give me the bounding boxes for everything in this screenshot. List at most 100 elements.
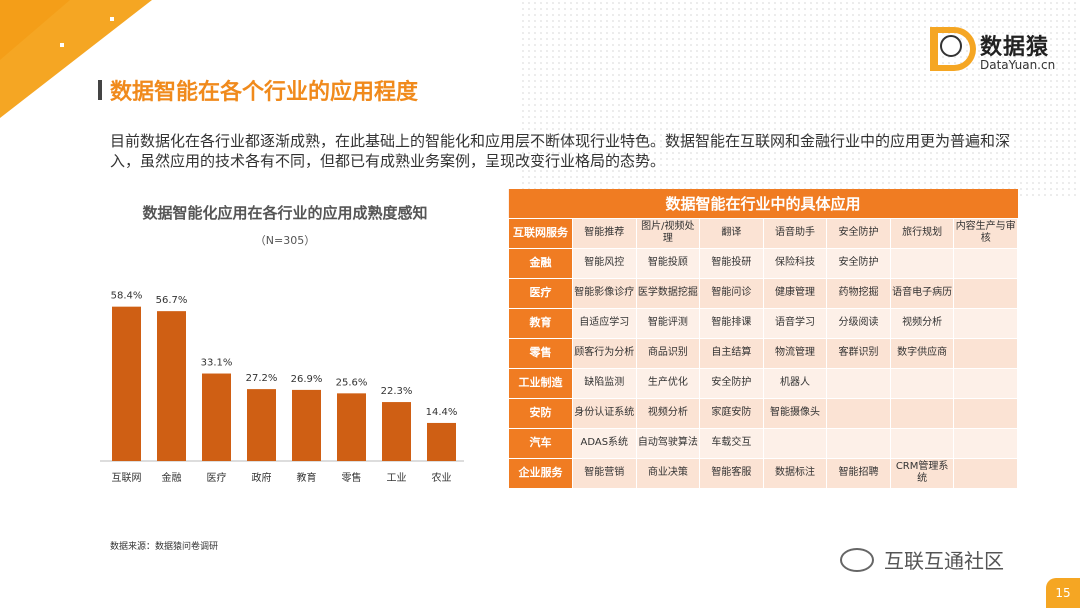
table-cell: 数据标注 xyxy=(762,457,828,489)
table-cell: 视频分析 xyxy=(889,307,955,339)
corner-dot xyxy=(110,17,114,21)
table-cell: 安全防护 xyxy=(699,367,764,399)
table-cell xyxy=(953,247,1018,279)
table-row: 安防 身份认证系统 视频分析 家庭安防 智能摄像头 xyxy=(508,397,1018,429)
table-cell: 机器人 xyxy=(762,367,828,399)
table-cell: 家庭安防 xyxy=(699,397,764,429)
table-cell: ADAS系统 xyxy=(572,427,637,459)
bar-value-label: 27.2% xyxy=(246,373,278,384)
bar xyxy=(157,311,186,461)
x-tick-label: 金融 xyxy=(162,471,182,484)
data-source-note: 数据来源：数据猿问卷调研 xyxy=(110,542,219,552)
table-cell xyxy=(953,337,1018,369)
table-cell: 数字供应商 xyxy=(889,337,955,369)
bar-value-label: 26.9% xyxy=(291,374,323,385)
table-row-industry: 医疗 xyxy=(508,277,573,309)
table-cell xyxy=(826,427,891,459)
table-cell xyxy=(953,277,1018,309)
page-title: 数据智能在各个行业的应用程度 xyxy=(110,80,419,105)
table-cell xyxy=(889,367,955,399)
table-row-industry: 教育 xyxy=(508,307,573,339)
table-cell: 旅行规划 xyxy=(889,217,955,249)
table-cell xyxy=(762,427,828,459)
title-accent-bar xyxy=(98,80,102,100)
table-cell: 健康管理 xyxy=(762,277,828,309)
table-cell: 物流管理 xyxy=(762,337,828,369)
wechat-icon xyxy=(840,548,874,572)
background-dot-pattern xyxy=(520,0,1080,200)
table-row-industry: 企业服务 xyxy=(508,457,573,489)
table-cell: 顾客行为分析 xyxy=(572,337,637,369)
watermark-text: 互联互通社区 xyxy=(884,549,1004,573)
table-cell: 图片/视频处理 xyxy=(635,217,701,249)
bar xyxy=(247,389,276,461)
table-cell: 商业决策 xyxy=(635,457,701,489)
logo-d-mark-icon xyxy=(930,27,976,71)
table-cell: 智能招聘 xyxy=(826,457,891,489)
x-tick-label: 零售 xyxy=(342,471,362,484)
table-row: 企业服务 智能营销 商业决策 智能客服 数据标注 智能招聘 CRM管理系统 xyxy=(508,457,1018,489)
table-cell: 生产优化 xyxy=(635,367,701,399)
brand-logo: 数据猿 DataYuan.cn xyxy=(930,27,1070,75)
bar-value-label: 56.7% xyxy=(156,295,188,306)
table-cell: 智能排课 xyxy=(699,307,764,339)
x-tick-label: 工业 xyxy=(387,472,407,484)
chart-subtitle: （N=305） xyxy=(254,234,316,247)
table-cell: 缺陷监测 xyxy=(572,367,637,399)
bar xyxy=(292,389,321,461)
table-cell: 身份认证系统 xyxy=(572,397,637,429)
table-cell: 智能摄像头 xyxy=(762,397,828,429)
table-cell: 智能客服 xyxy=(699,457,764,489)
table-cell xyxy=(826,397,891,429)
table-row: 教育 自适应学习 智能评测 智能排课 语音学习 分级阅读 视频分析 xyxy=(508,307,1018,339)
table-cell: 安全防护 xyxy=(826,247,891,279)
table-row: 汽车 ADAS系统 自动驾驶算法 车载交互 xyxy=(508,427,1018,459)
table-cell: 智能影像诊疗 xyxy=(572,277,637,309)
table-cell: 智能投顾 xyxy=(635,247,701,279)
x-tick-label: 农业 xyxy=(432,471,452,484)
table-cell xyxy=(889,247,955,279)
table-row-industry: 工业制造 xyxy=(508,367,573,399)
x-tick-label: 教育 xyxy=(297,471,317,484)
table-cell: 视频分析 xyxy=(635,397,701,429)
table-row: 互联网服务 智能推荐 图片/视频处理 翻译 语音助手 安全防护 旅行规划 内容生产与审核 xyxy=(508,217,1018,249)
table-cell: 保险科技 xyxy=(762,247,828,279)
table-cell: CRM管理系统 xyxy=(889,457,955,489)
table-cell: 语音电子病历 xyxy=(889,277,955,309)
table-cell xyxy=(953,397,1018,429)
table-cell: 智能营销 xyxy=(572,457,637,489)
table-cell: 智能投研 xyxy=(699,247,764,279)
table-cell: 智能推荐 xyxy=(572,217,637,249)
table-row-industry: 零售 xyxy=(508,337,573,369)
x-tick-label: 政府 xyxy=(252,471,272,484)
bar-value-label: 14.4% xyxy=(426,407,458,418)
bar-value-label: 25.6% xyxy=(336,377,368,388)
bar xyxy=(427,422,456,461)
table-row: 零售 顾客行为分析 商品识别 自主结算 物流管理 客群识别 数字供应商 xyxy=(508,337,1018,369)
table-cell: 自动驾驶算法 xyxy=(635,427,701,459)
bar xyxy=(202,373,231,461)
table-cell xyxy=(953,427,1018,459)
table-row-industry: 互联网服务 xyxy=(508,217,573,249)
bar-chart: 58.4% 互联网 56.7% 金融 33.1% 医疗 27.2% 政府 26.9% 教育 25.6… xyxy=(100,291,464,484)
table-cell: 内容生产与审核 xyxy=(953,217,1018,249)
table-cell xyxy=(953,367,1018,399)
table-cell: 智能问诊 xyxy=(699,277,764,309)
corner-decoration-inner xyxy=(0,0,70,60)
table-cell: 智能风控 xyxy=(572,247,637,279)
x-tick-label: 互联网 xyxy=(112,472,142,484)
table-cell: 分级阅读 xyxy=(826,307,891,339)
table-cell: 语音学习 xyxy=(762,307,828,339)
bar-value-label: 58.4% xyxy=(111,291,143,302)
table-cell: 智能评测 xyxy=(635,307,701,339)
bar-value-label: 22.3% xyxy=(381,386,413,397)
chart-title: 数据智能化应用在各行业的应用成熟度感知 xyxy=(142,204,428,222)
table-row: 工业制造 缺陷监测 生产优化 安全防护 机器人 xyxy=(508,367,1018,399)
bar-value-label: 33.1% xyxy=(201,358,233,369)
table-cell: 翻译 xyxy=(699,217,764,249)
table-cell: 医学数据挖掘 xyxy=(635,277,701,309)
table-cell xyxy=(889,397,955,429)
table-row-industry: 汽车 xyxy=(508,427,573,459)
industry-application-table: 数据智能在行业中的具体应用 互联网服务 智能推荐 图片/视频处理 翻译 语音助手 安全防护… xyxy=(508,189,1018,489)
table-row-industry: 安防 xyxy=(508,397,573,429)
